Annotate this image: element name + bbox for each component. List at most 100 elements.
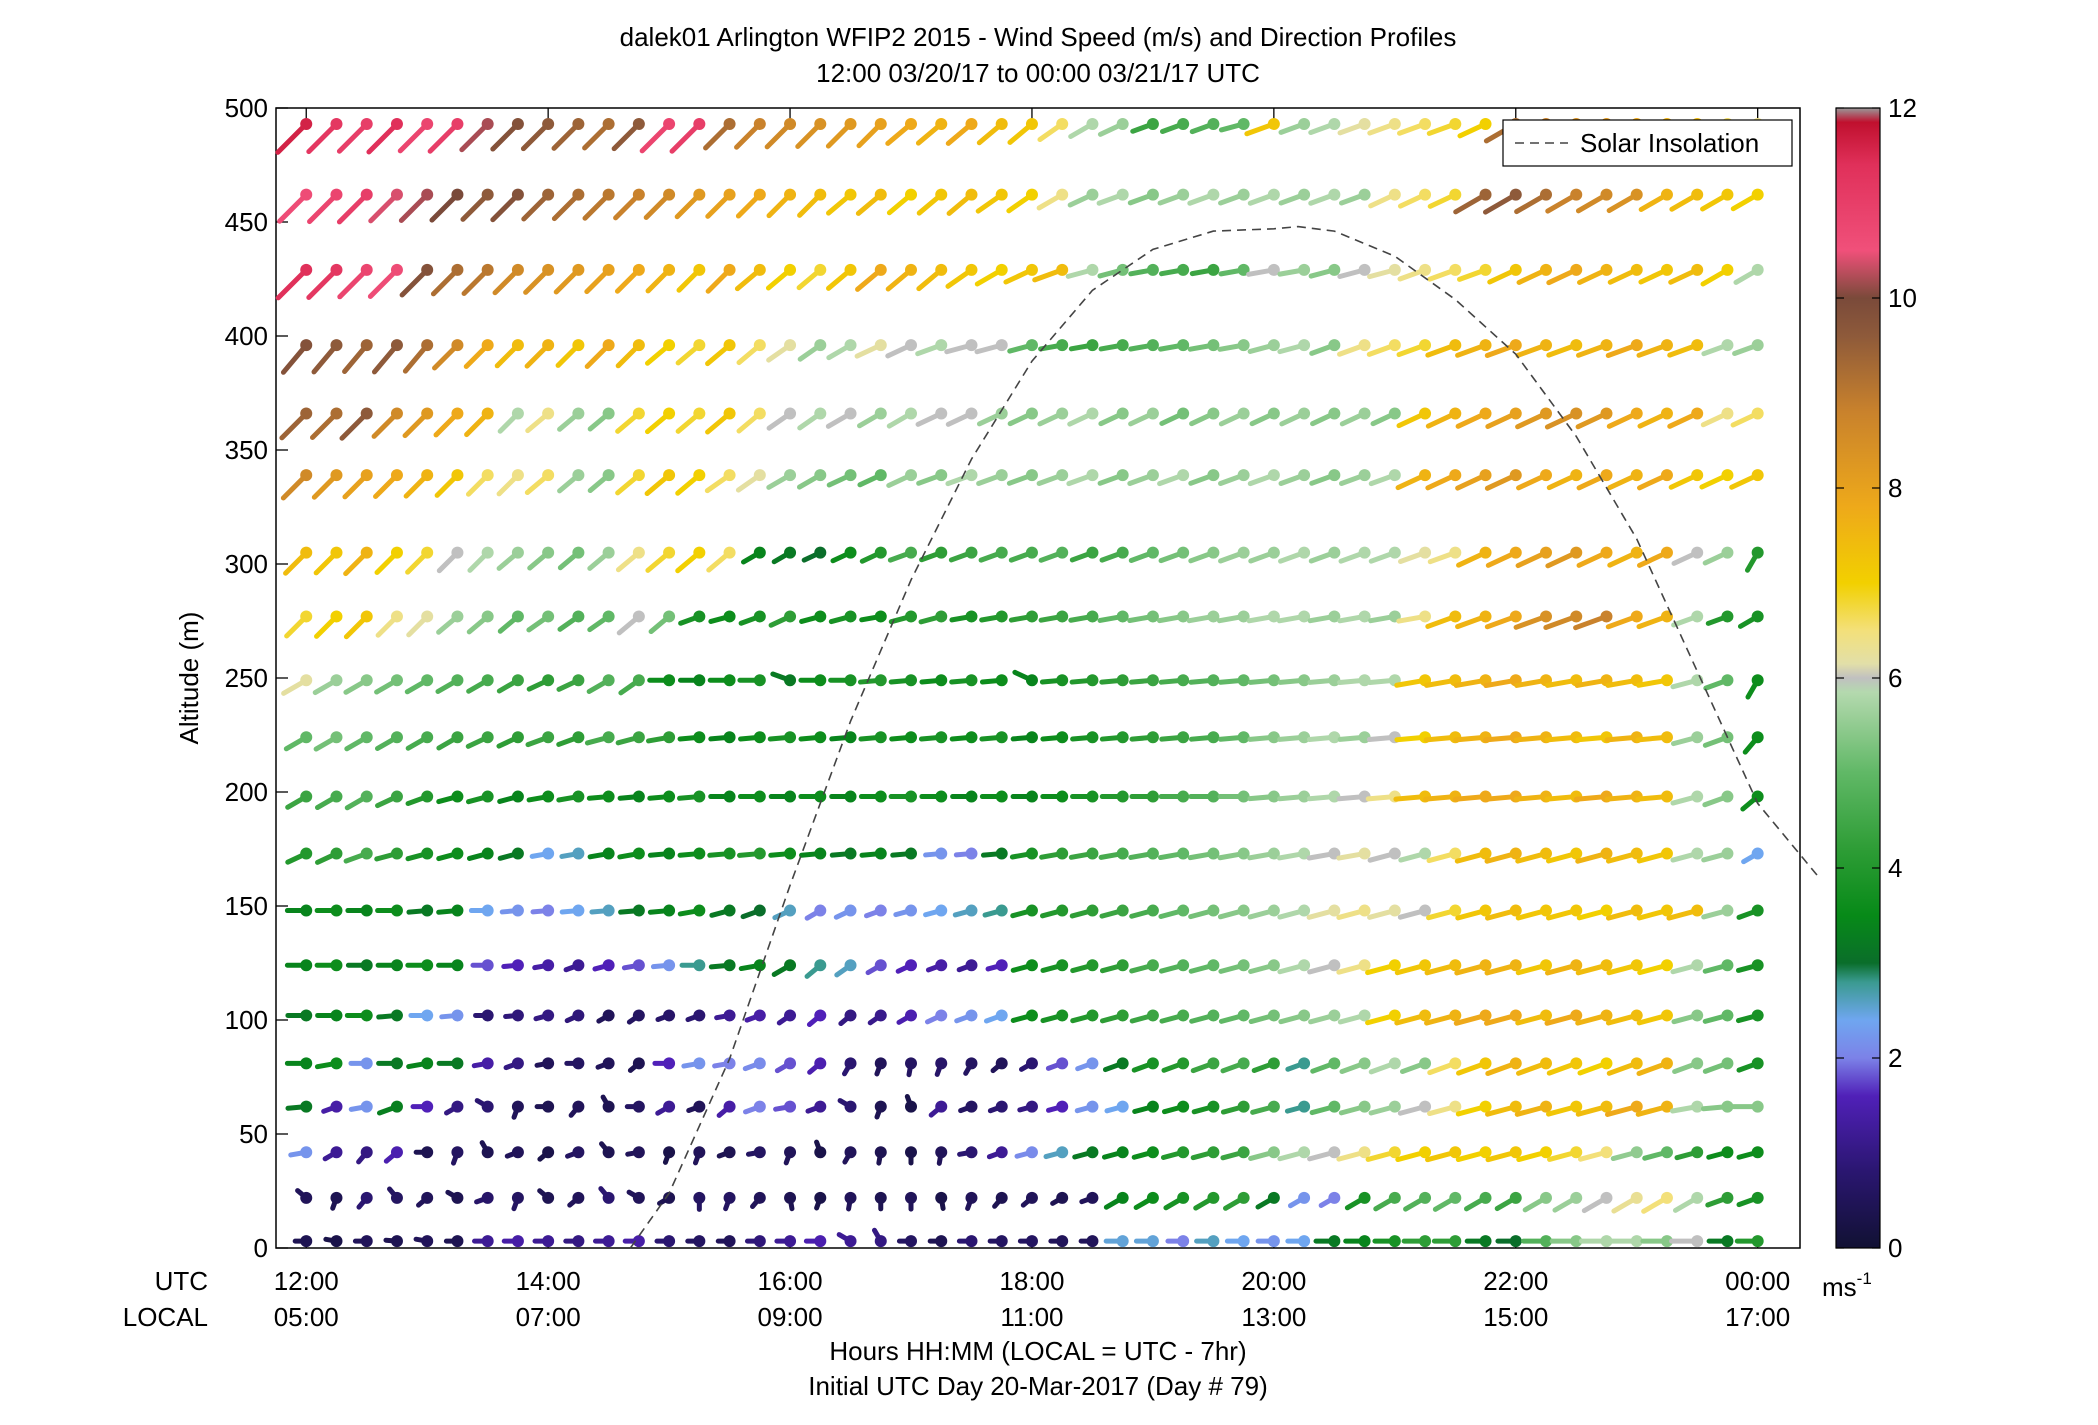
- wind-barb-station: [1630, 1235, 1643, 1248]
- colorbar-tick-label: 4: [1888, 853, 1902, 883]
- wind-barb-station: [1116, 188, 1129, 201]
- wind-barb-station: [784, 847, 797, 860]
- wind-barb-station: [1691, 469, 1704, 482]
- wind-barb-station: [602, 847, 615, 860]
- wind-barb-station: [1751, 1057, 1764, 1070]
- wind-barb-station: [814, 263, 827, 276]
- wind-barb-station: [1660, 1100, 1673, 1113]
- wind-barb-station: [1509, 1191, 1522, 1204]
- wind-barb-station: [421, 959, 434, 972]
- wind-barb-station: [784, 263, 797, 276]
- wind-barb-station: [874, 469, 887, 482]
- wind-barb-station: [1025, 959, 1038, 972]
- wind-barb-shaft: [398, 192, 430, 223]
- wind-barb-station: [965, 790, 978, 803]
- wind-barb-station: [905, 1146, 917, 1159]
- wind-barb-station: [421, 469, 434, 482]
- wind-barb-station: [965, 1146, 978, 1159]
- x-tick-label-utc: 12:00: [274, 1266, 339, 1296]
- wind-barb-station: [1509, 904, 1522, 917]
- y-tick-label: 0: [254, 1233, 268, 1263]
- wind-barb-station: [421, 904, 434, 917]
- wind-barb-station: [1237, 469, 1250, 482]
- x-tick-label-local: 05:00: [274, 1302, 339, 1332]
- wind-barb-station: [905, 1100, 917, 1113]
- wind-barb-station: [1449, 1100, 1462, 1113]
- wind-barb-station: [542, 117, 555, 130]
- wind-barb-station: [1540, 1235, 1552, 1248]
- wind-barb-station: [1358, 610, 1371, 623]
- y-axis-label: Altitude (m): [174, 612, 204, 745]
- wind-barb-station: [1086, 610, 1099, 623]
- wind-barb-station: [1086, 339, 1099, 352]
- wind-barb-station: [1449, 1235, 1462, 1248]
- wind-barb-station: [602, 546, 615, 559]
- wind-barb-station: [1600, 546, 1613, 559]
- wind-barb-station: [905, 959, 917, 972]
- wind-barb-station: [1479, 904, 1492, 917]
- wind-barb-station: [905, 546, 917, 559]
- wind-barb-station: [693, 790, 706, 803]
- wind-barb-station: [1721, 1009, 1734, 1022]
- wind-barb-station: [1116, 847, 1129, 860]
- wind-barb-station: [1630, 847, 1643, 860]
- wind-barb-station: [1630, 1191, 1643, 1204]
- wind-barb-station: [753, 546, 766, 559]
- wind-barb-station: [481, 790, 494, 803]
- wind-barb-station: [542, 1100, 555, 1113]
- wind-barb-station: [1479, 469, 1492, 482]
- wind-barb-station: [1449, 469, 1462, 482]
- wind-barb-station: [1207, 674, 1220, 687]
- wind-barb-station: [632, 546, 645, 559]
- legend: Solar Insolation: [1502, 119, 1793, 167]
- wind-barb-station: [965, 263, 978, 276]
- wind-barb-station: [542, 610, 555, 623]
- wind-barb-station: [1751, 188, 1764, 201]
- wind-barb-station: [965, 1009, 978, 1022]
- wind-barb-station: [784, 904, 797, 917]
- wind-barb-station: [965, 188, 978, 201]
- wind-barb-station: [1660, 610, 1673, 623]
- wind-barb-station: [1146, 546, 1159, 559]
- wind-barb-station: [1419, 469, 1432, 482]
- wind-barb-station: [421, 263, 434, 276]
- wind-barb-station: [874, 339, 887, 352]
- wind-barb-station: [1025, 339, 1038, 352]
- x-tick-label-local: 13:00: [1241, 1302, 1306, 1332]
- y-tick-label: 250: [225, 663, 268, 693]
- wind-barb-station: [753, 1009, 766, 1022]
- wind-barb-station: [1298, 188, 1311, 201]
- wind-barb-station: [1267, 731, 1280, 744]
- wind-barb-station: [481, 610, 494, 623]
- wind-barb-station: [1600, 959, 1613, 972]
- wind-barb-station: [693, 339, 706, 352]
- wind-barb-station: [1146, 847, 1159, 860]
- wind-barb-station: [693, 263, 706, 276]
- wind-barb-station: [1025, 1146, 1038, 1159]
- wind-barb-station: [330, 188, 343, 201]
- wind-barb-station: [602, 407, 615, 420]
- wind-barb-station: [1207, 339, 1220, 352]
- x-axis-sublabel: Initial UTC Day 20-Mar-2017 (Day # 79): [808, 1371, 1268, 1401]
- wind-barb-station: [995, 959, 1008, 972]
- wind-barb-station: [1691, 1191, 1704, 1204]
- wind-barb-station: [1328, 1146, 1341, 1159]
- wind-barb-station: [1751, 1191, 1764, 1204]
- wind-barb-station: [905, 117, 917, 130]
- wind-barb-station: [1328, 610, 1341, 623]
- wind-barb-station: [784, 1009, 797, 1022]
- wind-barb-station: [1025, 790, 1038, 803]
- wind-barb-station: [723, 610, 736, 623]
- y-tick-label: 400: [225, 321, 268, 351]
- wind-barb-station: [511, 339, 524, 352]
- wind-barb-station: [1177, 1146, 1190, 1159]
- wind-barb-station: [1116, 731, 1129, 744]
- wind-barb-station: [1056, 546, 1069, 559]
- wind-barb-station: [1630, 904, 1643, 917]
- wind-barb-station: [1358, 263, 1371, 276]
- wind-barb-station: [995, 1009, 1008, 1022]
- wind-barb-station: [784, 1100, 797, 1113]
- wind-barb-station: [1449, 263, 1462, 276]
- wind-barb-station: [572, 1100, 585, 1113]
- wind-barb-station: [602, 959, 615, 972]
